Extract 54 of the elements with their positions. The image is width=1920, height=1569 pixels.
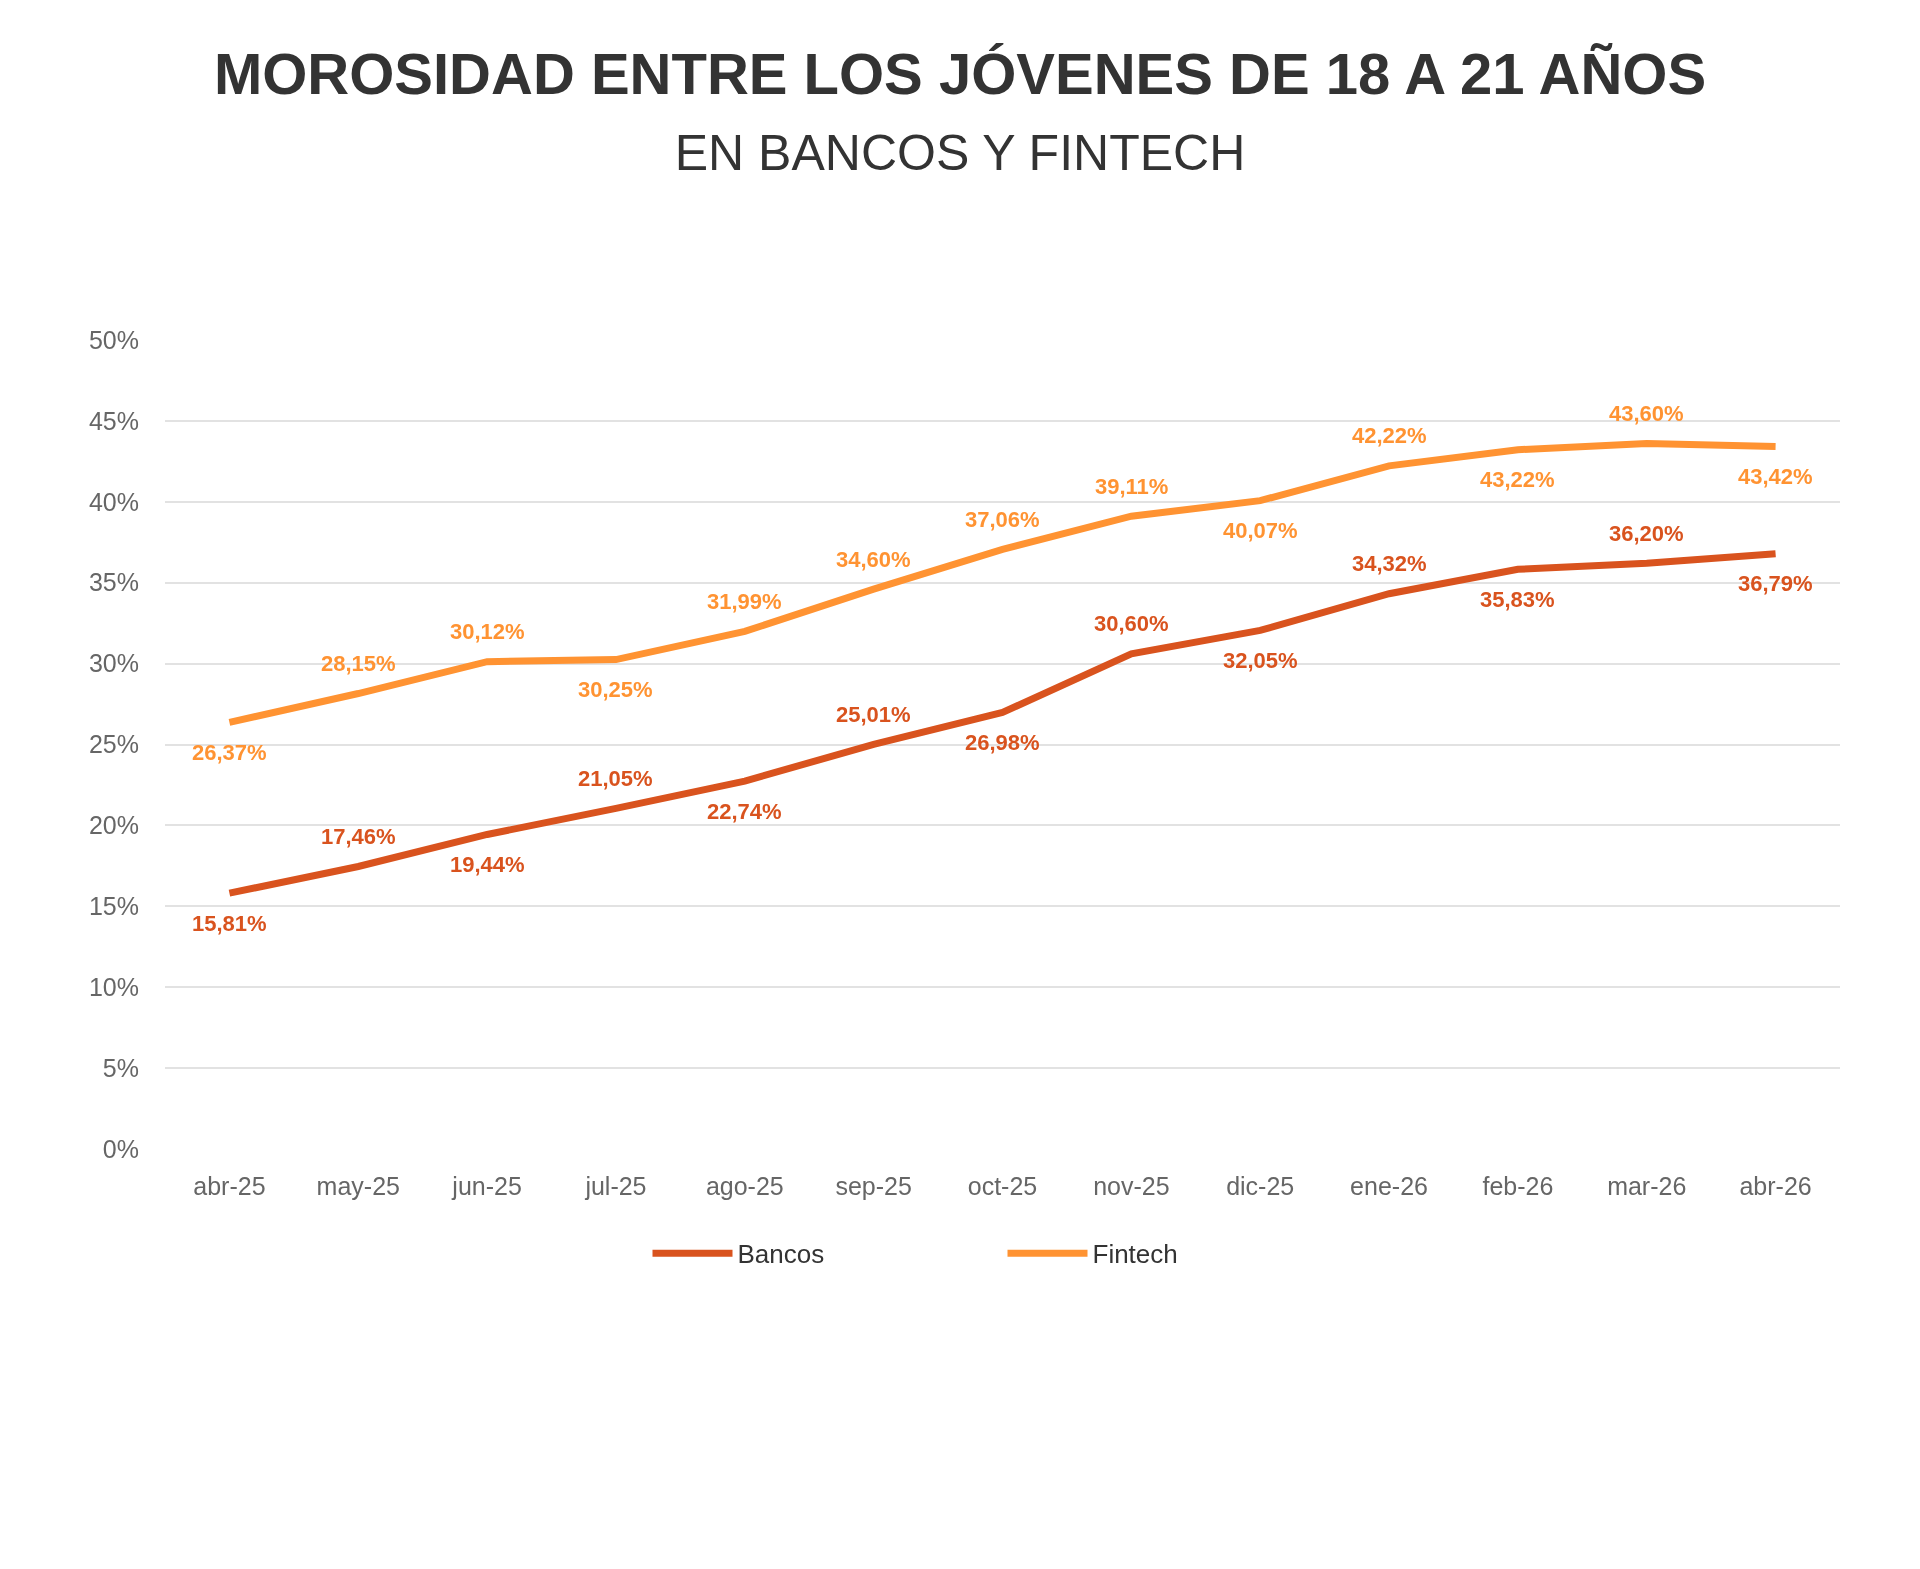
x-tick-label: ago-25 [705,1172,784,1200]
data-label: 25,01% [836,702,911,727]
data-label: 31,99% [707,589,782,614]
data-label: 30,60% [1094,611,1169,636]
data-label: 39,11% [1095,474,1169,499]
x-tick-label: nov-25 [1093,1172,1170,1200]
data-label: 37,06% [965,507,1040,532]
data-label: 36,20% [1609,521,1684,546]
data-label: 28,15% [321,651,396,676]
chart-title: MOROSIDAD ENTRE LOS JÓVENES DE 18 A 21 AÑOS [213,41,1707,107]
y-tick-label: 40% [88,487,139,516]
x-tick-label: abr-26 [1739,1172,1812,1200]
data-label: 32,05% [1223,648,1298,673]
data-label: 34,32% [1352,551,1427,576]
data-label: 30,25% [578,677,653,702]
data-label: 15,81% [192,911,267,936]
data-label: 36,79% [1738,571,1813,596]
y-tick-label: 30% [88,649,139,678]
legend-label: Bancos [737,1239,825,1270]
y-tick-label: 10% [88,972,139,1001]
data-label: 26,98% [965,730,1040,755]
data-label: 43,60% [1609,401,1684,426]
legend-label: Fintech [1092,1239,1178,1270]
x-tick-label: jul-25 [584,1172,647,1200]
x-tick-label: jun-25 [451,1172,522,1200]
y-tick-label: 15% [88,892,139,921]
data-label: 30,12% [450,619,525,644]
data-label: 40,07% [1223,518,1298,543]
y-tick-label: 50% [88,325,139,354]
data-label: 35,83% [1480,587,1555,612]
x-tick-label: sep-25 [835,1172,912,1200]
data-label: 22,74% [707,799,782,824]
chart-subtitle: EN BANCOS Y FINTECH [674,124,1246,181]
x-tick-label: may-25 [316,1172,400,1200]
y-tick-label: 35% [88,568,139,597]
data-label: 19,44% [450,852,525,877]
data-label: 17,46% [321,824,396,849]
y-tick-label: 20% [88,811,139,840]
x-tick-label: ene-26 [1350,1172,1428,1200]
y-tick-label: 45% [88,406,139,435]
x-tick-label: abr-25 [193,1172,266,1200]
x-tick-label: dic-25 [1226,1172,1295,1200]
x-tick-label: feb-26 [1482,1172,1554,1200]
data-label: 21,05% [578,766,653,791]
data-label: 34,60% [836,547,911,572]
data-label: 26,37% [192,740,267,765]
y-tick-label: 5% [102,1053,139,1082]
x-tick-label: oct-25 [967,1172,1038,1200]
x-tick-label: mar-26 [1607,1172,1687,1200]
data-label: 43,42% [1738,464,1813,489]
data-label: 43,22% [1480,467,1555,492]
y-tick-label: 25% [88,730,139,759]
y-tick-label: 0% [102,1134,139,1163]
data-label: 42,22% [1352,423,1427,448]
